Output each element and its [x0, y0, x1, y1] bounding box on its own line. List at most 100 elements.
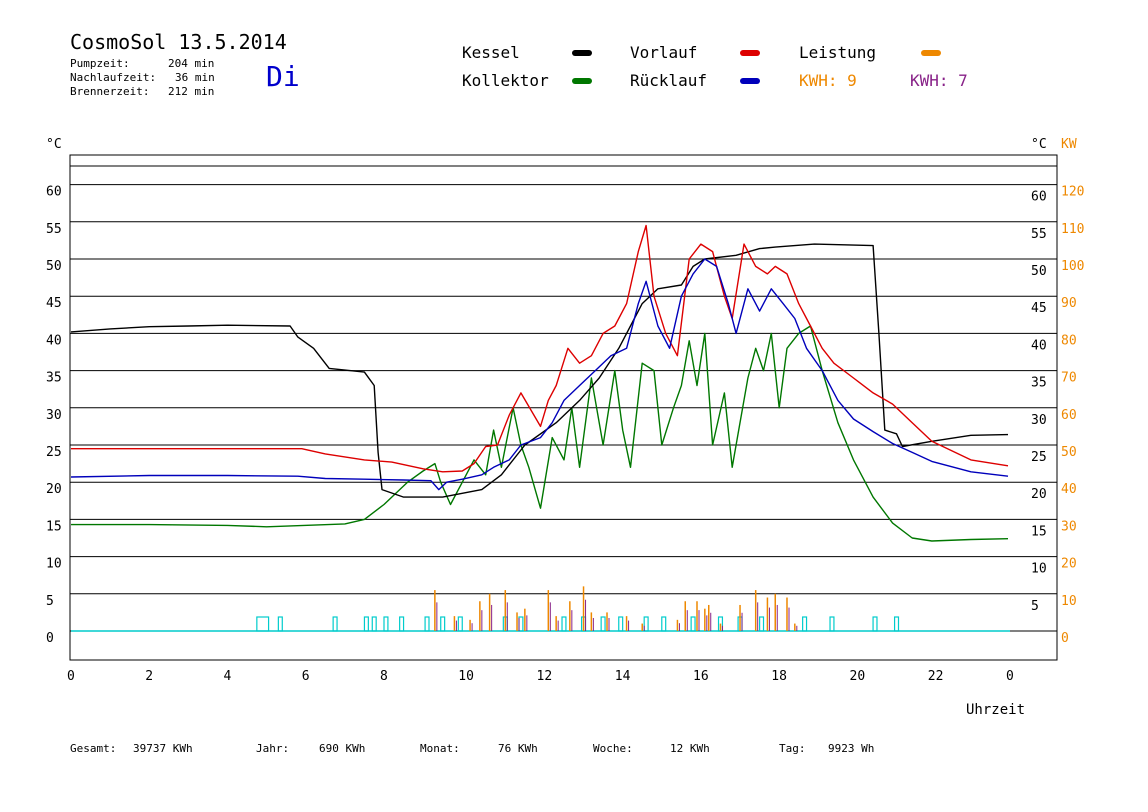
pump-pulse: [893, 616, 900, 632]
y-tick-right: 30: [1031, 413, 1047, 428]
x-tick-label: 4: [224, 669, 232, 684]
footer-year-label: Jahr:: [256, 742, 290, 755]
pump-pulse: [643, 616, 649, 632]
y-tick-left: 10: [46, 557, 62, 572]
y-tick-kw: 20: [1061, 557, 1077, 572]
y-tick-right: 55: [1031, 227, 1047, 242]
y-tick-kw: 40: [1061, 482, 1077, 497]
y-tick-kw: 120: [1061, 185, 1084, 200]
legend-ruecklauf: Rücklauf: [630, 71, 708, 90]
legend-kwh-7: KWH: 7: [910, 71, 968, 90]
y-tick-kw: 100: [1061, 259, 1084, 274]
pump-pulse: [457, 616, 463, 632]
pump-pulse: [277, 616, 283, 632]
x-tick-label: 14: [615, 669, 631, 684]
legend-kessel-swatch: [572, 50, 592, 56]
y-tick-left: 25: [46, 445, 62, 460]
legend-vorlauf: Vorlauf: [630, 43, 698, 62]
pump-pulse: [600, 616, 606, 632]
pump-pulse: [371, 616, 377, 632]
x-tick-label: 2: [145, 669, 153, 684]
kessel-line: [70, 243, 1009, 498]
legend-ruecklauf-swatch: [740, 78, 760, 84]
x-tick-label: 0: [1006, 669, 1014, 684]
x-tick-label: 12: [537, 669, 553, 684]
footer-week-label: Woche:: [593, 742, 633, 755]
x-tick-label: 0: [67, 669, 75, 684]
legend-vorlauf-swatch: [740, 50, 760, 56]
follow-time-value: 36 min: [175, 71, 215, 84]
x-tick-label: 20: [850, 669, 866, 684]
footer-total-value: 39737 KWh: [133, 742, 193, 755]
y-tick-left: 20: [46, 482, 62, 497]
x-tick-label: 18: [771, 669, 787, 684]
y-tick-left: 55: [46, 222, 62, 237]
follow-time-label: Nachlaufzeit:: [70, 71, 157, 84]
legend-kollektor: Kollektor: [462, 71, 549, 90]
x-tick-label: 6: [302, 669, 310, 684]
y-tick-kw: 10: [1061, 594, 1077, 609]
legend-kollektor-swatch: [572, 78, 592, 84]
y-tick-left: 5: [46, 594, 54, 609]
y-tick-right: 5: [1031, 599, 1039, 614]
footer-month-label: Monat:: [420, 742, 460, 755]
y-tick-left: 60: [46, 185, 62, 200]
x-axis-label: Uhrzeit: [966, 702, 1025, 718]
footer-total-label: Gesamt:: [70, 742, 117, 755]
vorlauf-line: [71, 224, 1009, 473]
y-tick-kw: 70: [1061, 371, 1077, 386]
legend-kwh-9: KWH: 9: [799, 71, 857, 90]
y-axis-unit-right: °C: [1031, 137, 1047, 152]
y-tick-right: 15: [1031, 524, 1047, 539]
legend-kessel: Kessel: [462, 43, 520, 62]
chart-title: CosmoSol 13.5.2014: [70, 30, 287, 54]
footer-week-value: 12 KWh: [670, 742, 710, 755]
pump-pulse: [872, 616, 878, 632]
legend-leistung: Leistung: [799, 43, 877, 62]
x-tick-label: 10: [458, 669, 474, 684]
footer-year-value: 690 KWh: [319, 742, 366, 755]
y-tick-right: 50: [1031, 264, 1047, 279]
pump-pulse: [383, 616, 389, 632]
y-tick-right: 60: [1031, 190, 1047, 205]
y-tick-left: 0: [46, 631, 54, 646]
pump-pulse: [424, 616, 430, 632]
y-tick-kw: 110: [1061, 222, 1084, 237]
y-tick-right: 40: [1031, 338, 1047, 353]
pump-pulse: [561, 616, 567, 632]
y-axis-unit-kw: KW: [1061, 137, 1077, 152]
y-tick-kw: 60: [1061, 408, 1077, 423]
x-tick-label: 22: [928, 669, 944, 684]
y-tick-right: 10: [1031, 562, 1047, 577]
y-tick-kw: 90: [1061, 296, 1077, 311]
y-tick-right: 20: [1031, 487, 1047, 502]
y-tick-left: 50: [46, 259, 62, 274]
footer-month-value: 76 KWh: [498, 742, 538, 755]
pump-pulse: [690, 616, 696, 632]
y-tick-right: 25: [1031, 450, 1047, 465]
pump-pulse: [758, 616, 765, 632]
x-tick-label: 16: [693, 669, 709, 684]
y-tick-left: 15: [46, 519, 62, 534]
kollektor-line: [71, 325, 1009, 542]
pump-pulse: [440, 616, 446, 632]
pump-pulse: [802, 616, 808, 632]
y-tick-left: 45: [46, 296, 62, 311]
y-tick-right: 45: [1031, 301, 1047, 316]
pump-time-label: Pumpzeit:: [70, 57, 130, 70]
y-tick-kw: 30: [1061, 519, 1077, 534]
footer-day-value: 9923 Wh: [828, 742, 875, 755]
y-tick-left: 35: [46, 371, 62, 386]
burner-time-value: 212 min: [168, 85, 215, 98]
footer-day-label: Tag:: [779, 742, 806, 755]
y-tick-kw: 50: [1061, 445, 1077, 460]
x-tick-label: 8: [380, 669, 388, 684]
pump-pulse: [256, 616, 270, 632]
pump-time-value: 204 min: [168, 57, 215, 70]
pump-pulse: [661, 616, 667, 632]
y-tick-kw: 80: [1061, 333, 1077, 348]
pump-pulse: [332, 616, 338, 632]
pump-pulse: [829, 616, 835, 632]
pump-pulse: [618, 616, 624, 632]
